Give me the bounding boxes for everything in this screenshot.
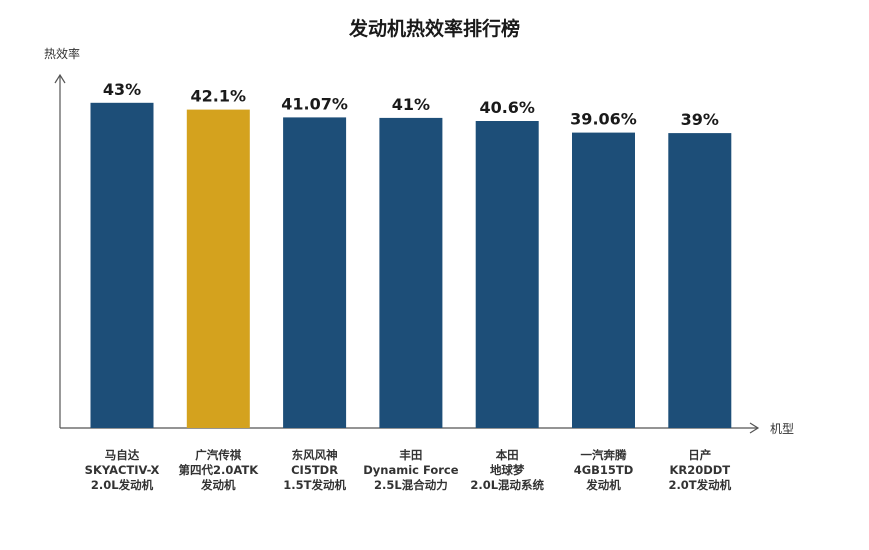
bar-3 <box>283 117 347 429</box>
category-label-3-line-2: CI5TDR <box>291 463 338 477</box>
value-label-6: 39.06% <box>570 110 637 129</box>
category-label-4-line-2: Dynamic Force <box>363 463 459 477</box>
x-axis-title: 机型 <box>770 422 794 436</box>
bar-2 <box>186 109 250 428</box>
bar-6 <box>572 132 635 428</box>
category-label-6-line-2: 4GB15TD <box>574 463 634 477</box>
category-label-1-line-3: 2.0L发动机 <box>91 478 154 492</box>
category-label-5-line-1: 本田 <box>496 448 519 462</box>
chart-title: 发动机热效率排行榜 <box>348 18 520 40</box>
value-label-4: 41% <box>392 95 430 114</box>
category-label-7-line-1: 日产 <box>688 448 711 462</box>
x-axis-arrow-icon <box>749 422 760 434</box>
category-label-1-line-2: SKYACTIV-X <box>85 463 160 477</box>
value-label-2: 42.1% <box>191 87 247 106</box>
category-label-3-line-1: 东风风神 <box>292 448 338 462</box>
category-label-5-line-3: 2.0L混动系统 <box>470 478 544 492</box>
category-label-3-line-3: 1.5T发动机 <box>283 478 346 492</box>
category-label-1-line-1: 马自达 <box>105 448 140 462</box>
category-label-4-line-3: 2.5L混合动力 <box>374 478 448 492</box>
bar-4 <box>379 117 443 429</box>
bars-group <box>90 102 732 429</box>
value-label-5: 40.6% <box>479 98 535 117</box>
category-label-6-line-3: 发动机 <box>585 478 621 492</box>
bar-7 <box>668 133 732 428</box>
y-axis-title: 热效率 <box>44 46 80 61</box>
category-label-2-line-1: 广汽传祺 <box>195 448 241 462</box>
value-labels-group: 43% 42.1% 41.07% 41% 40.6% 39.06% 39% <box>103 80 719 129</box>
category-label-5-line-2: 地球梦 <box>490 463 525 477</box>
tick-labels-group: 马自达SKYACTIV-X2.0L发动机广汽传祺第四代2.0ATK发动机东风风神… <box>85 448 732 492</box>
category-label-2-line-2: 第四代2.0ATK <box>178 463 259 477</box>
bar-1 <box>90 102 154 429</box>
value-label-3: 41.07% <box>281 94 348 113</box>
category-label-7-line-2: KR20DDT <box>669 463 730 477</box>
bar-5 <box>475 121 539 428</box>
value-label-1: 43% <box>103 80 141 99</box>
value-label-7: 39% <box>681 110 719 129</box>
category-label-2-line-3: 发动机 <box>200 478 236 492</box>
category-label-4-line-1: 丰田 <box>399 448 422 462</box>
category-label-7-line-3: 2.0T发动机 <box>668 478 731 492</box>
category-label-6-line-1: 一汽奔腾 <box>581 448 627 462</box>
y-axis-arrow-icon <box>54 73 66 84</box>
